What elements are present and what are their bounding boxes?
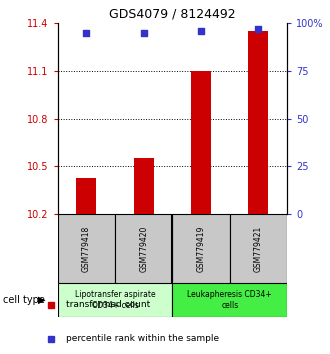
- Bar: [58, 214, 115, 283]
- Point: [256, 26, 261, 32]
- Bar: [173, 214, 230, 283]
- Point: [141, 30, 147, 35]
- Text: ▶: ▶: [38, 295, 46, 305]
- Title: GDS4079 / 8124492: GDS4079 / 8124492: [109, 7, 236, 21]
- Text: GSM779419: GSM779419: [197, 225, 206, 272]
- Text: GSM779421: GSM779421: [254, 225, 263, 272]
- Text: GSM779418: GSM779418: [82, 225, 91, 272]
- Bar: [76, 177, 96, 214]
- Bar: [173, 283, 287, 317]
- Text: cell type: cell type: [3, 295, 45, 305]
- Text: Leukapheresis CD34+
cells: Leukapheresis CD34+ cells: [187, 290, 272, 310]
- Bar: [191, 71, 211, 214]
- Text: GSM779420: GSM779420: [139, 225, 148, 272]
- Point: [84, 30, 89, 35]
- Text: percentile rank within the sample: percentile rank within the sample: [66, 335, 219, 343]
- Point: [198, 28, 204, 34]
- Text: transformed count: transformed count: [66, 300, 150, 309]
- Bar: [58, 283, 173, 317]
- Bar: [230, 214, 287, 283]
- Bar: [248, 31, 269, 214]
- Bar: [115, 214, 173, 283]
- Bar: [134, 158, 154, 214]
- Text: Lipotransfer aspirate
CD34+ cells: Lipotransfer aspirate CD34+ cells: [75, 290, 155, 310]
